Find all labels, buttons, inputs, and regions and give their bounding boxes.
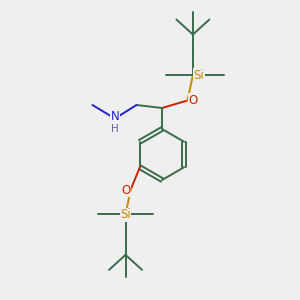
Text: O: O: [188, 94, 197, 107]
Text: N: N: [110, 110, 119, 123]
Text: Si: Si: [194, 68, 204, 82]
Text: O: O: [121, 184, 130, 197]
Text: H: H: [111, 124, 119, 134]
Text: Si: Si: [120, 208, 131, 221]
